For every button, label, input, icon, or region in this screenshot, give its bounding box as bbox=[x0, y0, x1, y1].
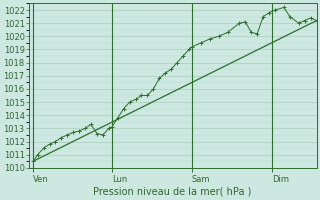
X-axis label: Pression niveau de la mer( hPa ): Pression niveau de la mer( hPa ) bbox=[93, 187, 252, 197]
